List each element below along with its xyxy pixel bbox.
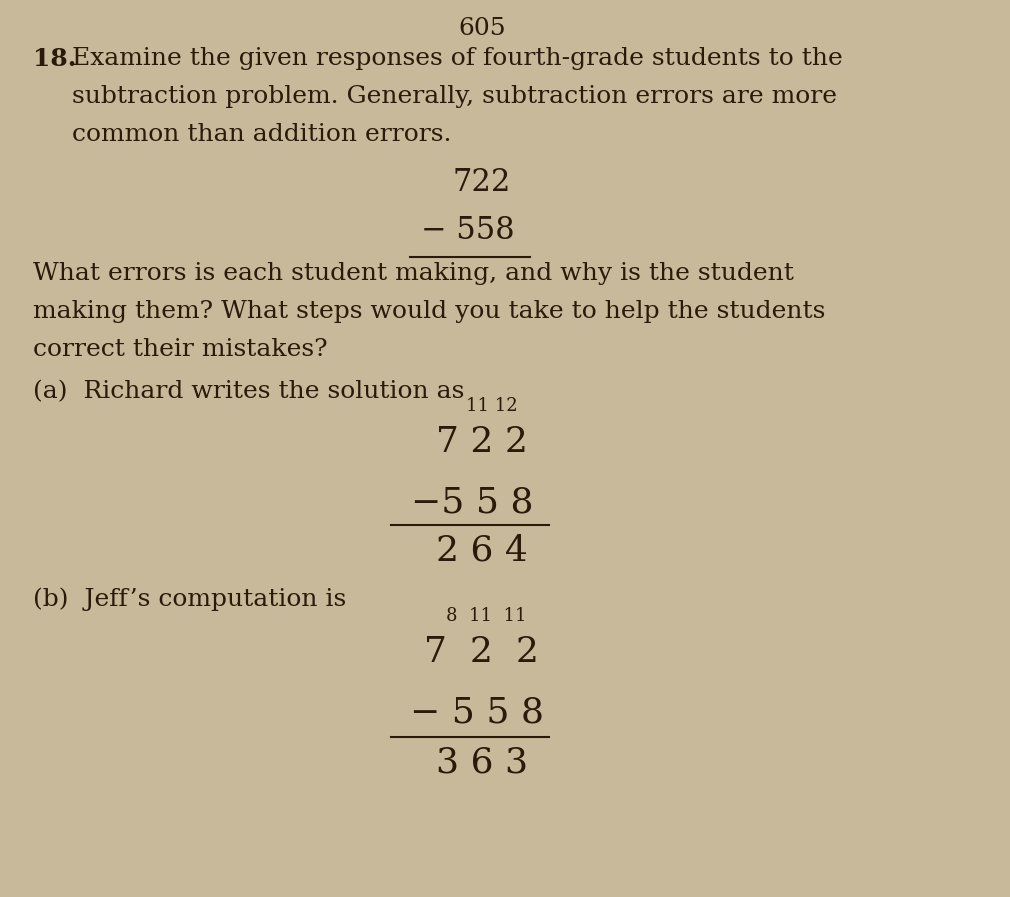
Text: Examine the given responses of fourth-grade students to the: Examine the given responses of fourth-gr… — [72, 47, 842, 70]
Text: subtraction problem. Generally, subtraction errors are more: subtraction problem. Generally, subtract… — [72, 85, 836, 108]
Text: What errors is each student making, and why is the student: What errors is each student making, and … — [33, 262, 794, 285]
Text: 11 12: 11 12 — [466, 397, 517, 415]
Text: making them? What steps would you take to help the students: making them? What steps would you take t… — [33, 300, 826, 323]
Text: common than addition errors.: common than addition errors. — [72, 123, 451, 146]
Text: 722: 722 — [452, 167, 511, 198]
Text: 605: 605 — [459, 17, 506, 40]
Text: correct their mistakes?: correct their mistakes? — [33, 338, 328, 361]
Text: (a)  Richard writes the solution as: (a) Richard writes the solution as — [33, 380, 465, 403]
Text: 8  11  11: 8 11 11 — [446, 607, 527, 625]
Text: − 558: − 558 — [421, 215, 514, 246]
Text: 7 2 2: 7 2 2 — [436, 425, 528, 459]
Text: 3 6 3: 3 6 3 — [436, 745, 528, 779]
Text: 2 6 4: 2 6 4 — [436, 533, 528, 567]
Text: 18.: 18. — [33, 47, 77, 71]
Text: − 5 5 8: − 5 5 8 — [410, 695, 544, 729]
Text: (b)  Jeff’s computation is: (b) Jeff’s computation is — [33, 587, 346, 611]
Text: −5 5 8: −5 5 8 — [411, 485, 533, 519]
Text: 7  2  2: 7 2 2 — [424, 635, 539, 669]
